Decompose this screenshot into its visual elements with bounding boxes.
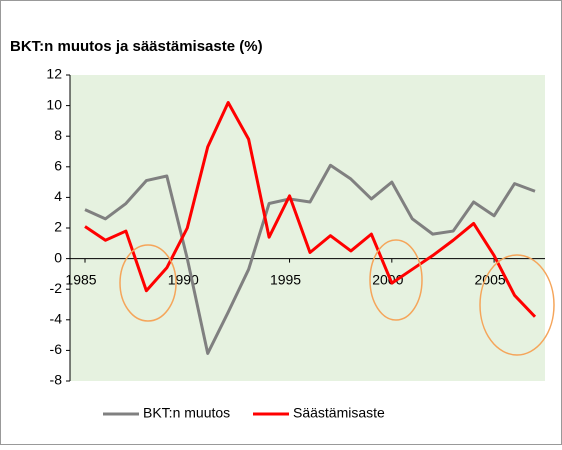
y-tick-label: -2 xyxy=(50,280,63,296)
chart-title: BKT:n muutos ja säästämisaste (%) xyxy=(10,38,263,55)
x-tick-label: 1995 xyxy=(270,271,301,287)
y-tick-label: 2 xyxy=(54,219,62,235)
series-line xyxy=(84,163,536,355)
x-tick-label: 2005 xyxy=(475,271,506,287)
x-tick-label: 1985 xyxy=(65,271,96,287)
highlight-ellipse xyxy=(119,244,177,322)
y-tick-label: 4 xyxy=(54,188,62,204)
y-tick-label: -4 xyxy=(50,311,63,327)
y-tick-label: 8 xyxy=(54,127,62,143)
plot-area xyxy=(70,75,545,381)
y-tick-label: -8 xyxy=(50,372,63,388)
y-tick-label: 6 xyxy=(54,158,62,174)
y-tick-label: -6 xyxy=(50,341,63,357)
legend-label: BKT:n muutos xyxy=(143,405,230,421)
series-line xyxy=(84,101,537,318)
y-tick-label: 0 xyxy=(54,249,62,265)
y-tick-label: 10 xyxy=(46,96,62,112)
legend-label: Säästämisaste xyxy=(293,405,385,421)
highlight-ellipse xyxy=(479,254,555,356)
x-tick-label: 2000 xyxy=(372,271,403,287)
highlight-ellipse xyxy=(369,239,423,321)
y-tick-label: 12 xyxy=(46,66,62,82)
